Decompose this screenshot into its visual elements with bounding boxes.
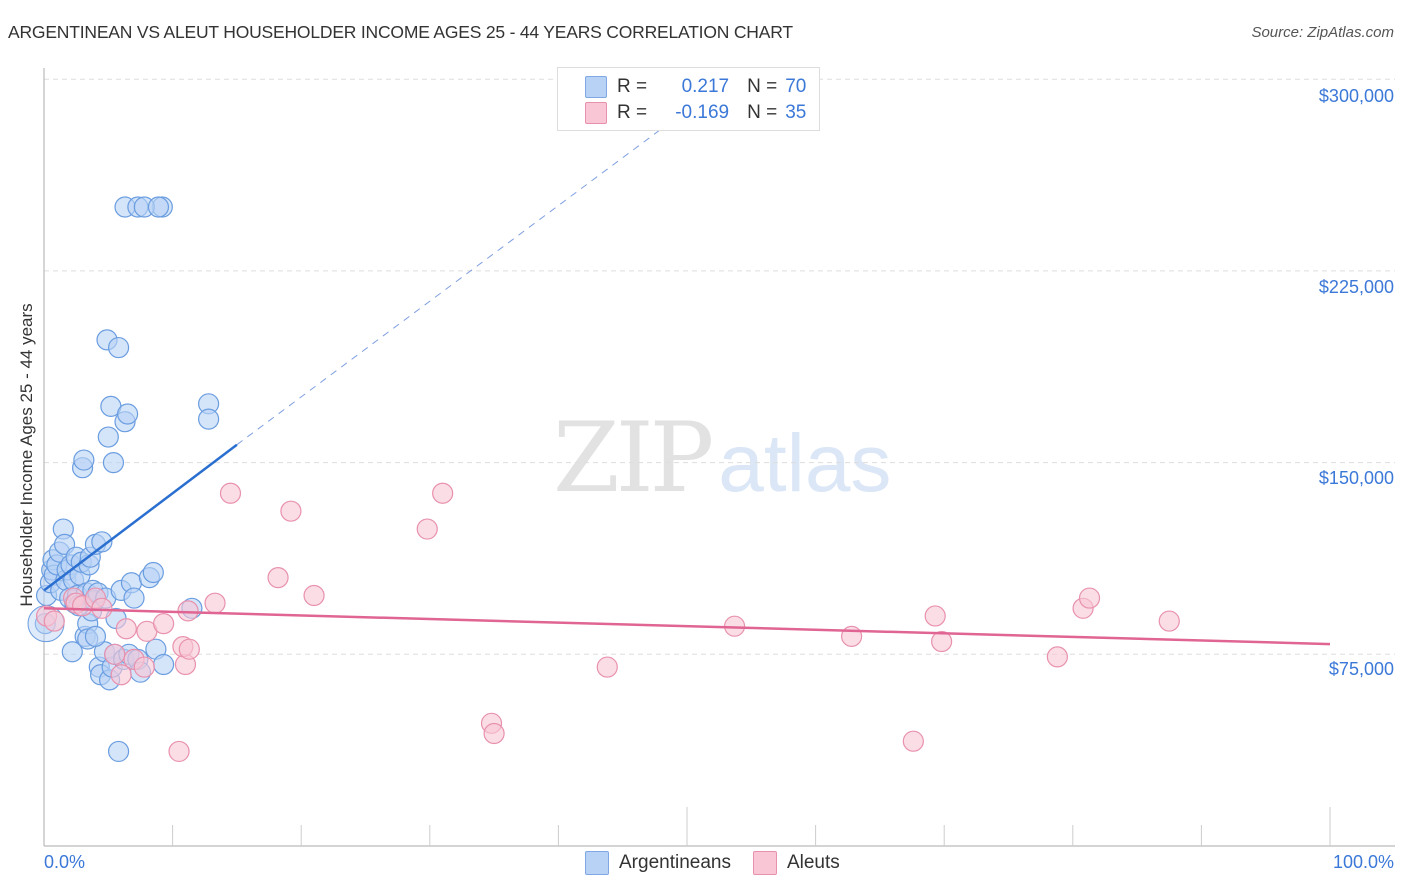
legend-row-aleuts: R = -0.169 N = 35 bbox=[585, 101, 806, 125]
data-point[interactable] bbox=[43, 610, 65, 632]
data-point[interactable] bbox=[123, 587, 145, 609]
argentineans-trend-extrapolation bbox=[236, 109, 688, 446]
data-point[interactable] bbox=[303, 584, 325, 607]
data-point[interactable] bbox=[152, 653, 175, 676]
data-point[interactable] bbox=[432, 482, 454, 504]
watermark-atlas: atlas bbox=[718, 418, 892, 509]
data-point[interactable] bbox=[152, 613, 175, 635]
data-point[interactable] bbox=[931, 630, 953, 653]
y-tick-225000: $225,000 bbox=[1318, 277, 1394, 297]
data-point[interactable] bbox=[177, 600, 199, 622]
pink-swatch-icon bbox=[752, 851, 777, 875]
data-point[interactable] bbox=[1078, 587, 1101, 609]
legend-item-aleuts[interactable]: Aleuts bbox=[752, 851, 840, 875]
data-point[interactable] bbox=[104, 643, 126, 665]
data-point[interactable] bbox=[483, 722, 505, 745]
n-value: 35 bbox=[785, 102, 807, 123]
y-axis-label: Householder Income Ages 25 - 44 years bbox=[17, 303, 36, 607]
data-point[interactable] bbox=[115, 618, 137, 640]
aleuts-points bbox=[35, 482, 1180, 763]
argentineans-trend-line bbox=[43, 443, 238, 592]
data-point[interactable] bbox=[1158, 610, 1180, 632]
pink-swatch-icon bbox=[585, 102, 607, 124]
data-point[interactable] bbox=[116, 403, 139, 425]
chart-title: ARGENTINEAN VS ALEUT HOUSEHOLDER INCOME … bbox=[8, 22, 793, 42]
data-point[interactable] bbox=[147, 196, 170, 218]
data-point[interactable] bbox=[178, 638, 200, 660]
data-point[interactable] bbox=[902, 730, 924, 752]
r-value: -0.169 bbox=[675, 102, 730, 123]
data-point[interactable] bbox=[133, 656, 155, 678]
blue-swatch-icon bbox=[585, 76, 607, 98]
data-point[interactable] bbox=[91, 597, 113, 619]
series-legend: Argentineans Aleuts bbox=[585, 851, 862, 875]
data-point[interactable] bbox=[198, 408, 220, 430]
data-point[interactable] bbox=[924, 605, 946, 627]
y-tick-75000: $75,000 bbox=[1328, 659, 1394, 679]
x-tick-100: 100.0% bbox=[1332, 852, 1394, 872]
data-point[interactable] bbox=[596, 656, 618, 678]
r-label: R = bbox=[617, 102, 648, 123]
data-point[interactable] bbox=[204, 592, 226, 614]
data-point[interactable] bbox=[73, 449, 95, 471]
y-tick-300000: $300,000 bbox=[1318, 86, 1394, 106]
data-point[interactable] bbox=[107, 336, 130, 359]
data-point[interactable] bbox=[1046, 646, 1068, 668]
axes bbox=[43, 68, 1395, 847]
n-label: N = bbox=[747, 102, 778, 123]
data-point[interactable] bbox=[168, 740, 190, 763]
data-point[interactable] bbox=[91, 531, 113, 553]
trend-lines bbox=[43, 109, 1331, 646]
r-value: 0.217 bbox=[681, 76, 730, 97]
legend-label: Argentineans bbox=[619, 852, 731, 873]
x-tick-0: 0.0% bbox=[44, 852, 86, 872]
data-point[interactable] bbox=[97, 426, 119, 448]
data-point[interactable] bbox=[107, 740, 130, 763]
data-point[interactable] bbox=[142, 561, 164, 584]
data-point[interactable] bbox=[267, 567, 289, 589]
data-point[interactable] bbox=[416, 518, 438, 540]
legend-label: Aleuts bbox=[786, 852, 840, 873]
legend-row-argentineans: R = 0.217 N = 70 bbox=[585, 75, 806, 99]
data-point[interactable] bbox=[110, 664, 132, 686]
data-point[interactable] bbox=[61, 641, 83, 663]
r-label: R = bbox=[617, 76, 648, 97]
zipatlas-watermark: ZIPatlas bbox=[553, 402, 891, 514]
gridlines bbox=[44, 78, 1395, 655]
aleuts-trend-line bbox=[43, 607, 1331, 646]
blue-swatch-icon bbox=[585, 851, 609, 875]
data-point[interactable] bbox=[102, 452, 125, 474]
y-tick-150000: $150,000 bbox=[1318, 468, 1394, 488]
n-label: N = bbox=[747, 76, 778, 97]
n-value: 70 bbox=[785, 76, 807, 97]
correlation-legend: R = 0.217 N = 70 R = -0.169 N = 35 bbox=[557, 67, 820, 131]
legend-item-argentineans[interactable]: Argentineans bbox=[585, 851, 731, 875]
data-point[interactable] bbox=[84, 625, 107, 648]
data-point[interactable] bbox=[280, 500, 302, 522]
data-point[interactable] bbox=[219, 482, 242, 504]
watermark-zip: ZIP bbox=[553, 402, 714, 514]
source-label: Source: ZipAtlas.com bbox=[1251, 24, 1394, 41]
